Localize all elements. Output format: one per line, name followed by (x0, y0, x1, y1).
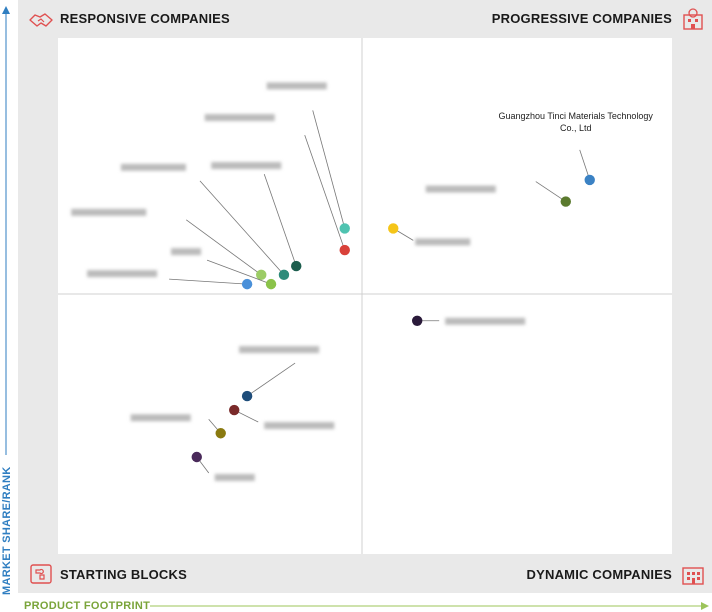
leader-line (312, 110, 346, 229)
quadrant-label-starting-blocks: STARTING BLOCKS (60, 567, 187, 582)
redacted-company-label (425, 185, 496, 193)
company-point[interactable] (265, 278, 277, 290)
redacted-company-label (445, 317, 526, 325)
quadrant-label-responsive: RESPONSIVE COMPANIES (60, 11, 230, 26)
company-point[interactable] (215, 428, 226, 439)
company-label: Guangzhou Tinci Materials Technology Co.,… (499, 111, 654, 133)
redacted-company-label (264, 422, 335, 430)
leader-line (579, 149, 591, 181)
company-point[interactable] (229, 404, 240, 416)
redacted-company-label (415, 238, 471, 246)
leader-line (169, 278, 248, 285)
points-layer: Guangzhou Tinci Materials Technology Co.,… (71, 82, 653, 481)
quadrant-label-progressive: PROGRESSIVE COMPANIES (491, 11, 672, 26)
company-point[interactable] (339, 223, 350, 234)
x-axis-label: PRODUCT FOOTPRINT (24, 600, 151, 612)
y-axis-label: MARKET SHARE/RANK (1, 466, 13, 595)
quadrant-label-dynamic: DYNAMIC COMPANIES (526, 567, 672, 582)
company-point[interactable] (560, 196, 571, 207)
leader-line (246, 362, 296, 397)
leader-line (199, 180, 285, 276)
handshake-icon (29, 13, 53, 27)
redacted-company-label (211, 162, 282, 170)
company-point[interactable] (256, 269, 267, 281)
leader-line (304, 134, 346, 251)
redacted-company-label (239, 346, 320, 354)
redacted-company-label (71, 208, 147, 216)
company-point[interactable] (241, 278, 253, 290)
company-point[interactable] (584, 174, 595, 186)
company-point[interactable] (388, 223, 399, 234)
company-point[interactable] (291, 260, 302, 272)
company-point[interactable] (278, 269, 290, 281)
leader-line (185, 219, 262, 276)
company-point[interactable] (339, 244, 350, 256)
leader-line (206, 259, 272, 285)
redacted-company-label (130, 414, 191, 422)
leader-line (263, 173, 297, 267)
company-point[interactable] (191, 451, 202, 463)
redacted-company-label (171, 248, 202, 256)
office-icon (682, 567, 704, 585)
redacted-company-label (214, 473, 255, 481)
redacted-company-label (204, 114, 275, 122)
redacted-company-label (87, 270, 158, 278)
plot-area (58, 38, 672, 554)
company-point[interactable] (411, 315, 423, 326)
puzzle-icon (30, 564, 52, 584)
redacted-company-label (266, 82, 327, 90)
company-point[interactable] (241, 390, 253, 402)
leader-line (535, 181, 566, 202)
building-icon (683, 8, 703, 30)
redacted-company-label (120, 163, 186, 171)
